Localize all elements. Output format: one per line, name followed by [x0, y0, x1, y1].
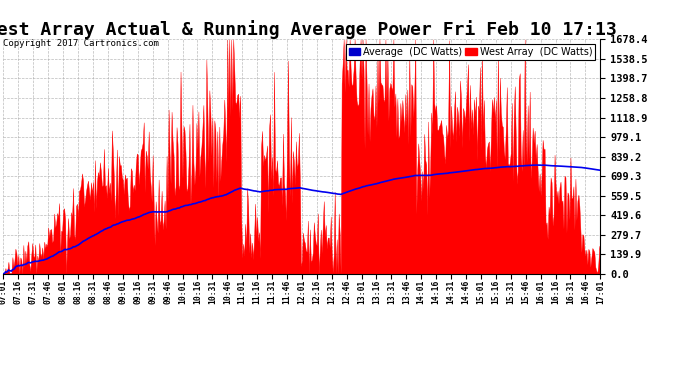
Text: Copyright 2017 Cartronics.com: Copyright 2017 Cartronics.com — [3, 39, 159, 48]
Legend: Average  (DC Watts), West Array  (DC Watts): Average (DC Watts), West Array (DC Watts… — [346, 44, 595, 60]
Title: West Array Actual & Running Average Power Fri Feb 10 17:13: West Array Actual & Running Average Powe… — [0, 20, 618, 39]
